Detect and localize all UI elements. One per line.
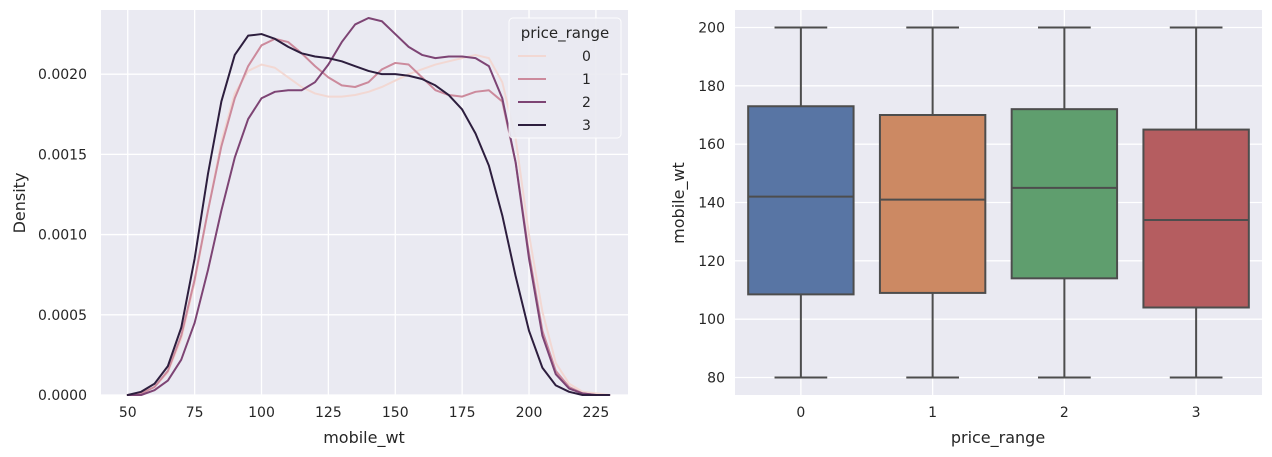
kde-series — [126, 17, 611, 396]
box-y-ticks: 80 100 120 140 160 180 200 — [698, 21, 725, 387]
box-3 — [1142, 26, 1250, 379]
legend-title: price_range — [521, 24, 609, 43]
box-1 — [878, 26, 987, 379]
kde-y-tick-label: 0.0000 — [38, 388, 87, 404]
kde-x-tick-label: 150 — [382, 405, 409, 421]
box-body — [1010, 108, 1119, 280]
kde-x-tick-label: 175 — [449, 405, 476, 421]
box-y-tick-label: 160 — [698, 137, 725, 153]
kde-x-axis-label: mobile_wt — [323, 428, 405, 448]
box-series — [747, 26, 1250, 379]
box-y-tick-label: 200 — [698, 21, 725, 37]
box-y-tick-label: 140 — [698, 196, 725, 212]
kde-legend: price_range 0 1 2 3 — [508, 17, 622, 139]
kde-x-ticks: 50 75 100 125 150 175 200 225 — [119, 405, 609, 421]
box-0 — [747, 26, 855, 379]
legend-items: 0 1 2 3 — [518, 49, 591, 134]
legend-label-3: 3 — [582, 118, 591, 134]
legend-label-1: 1 — [582, 72, 591, 88]
box-2 — [1010, 26, 1119, 379]
box-x-tick-label: 2 — [1060, 405, 1069, 421]
legend-label-0: 0 — [582, 49, 591, 65]
box-body — [747, 105, 855, 296]
box-y-tick-label: 180 — [698, 79, 725, 95]
box-y-tick-label: 100 — [698, 312, 725, 328]
kde-x-tick-label: 100 — [248, 405, 275, 421]
kde-y-tick-label: 0.0015 — [38, 147, 87, 163]
box-y-tick-label: 80 — [707, 371, 725, 387]
kde-line-series-2 — [126, 17, 611, 396]
box-x-tick-label: 0 — [796, 405, 805, 421]
kde-y-ticks: 0.0000 0.0005 0.0010 0.0015 0.0020 — [38, 67, 87, 404]
kde-x-tick-label: 200 — [516, 405, 543, 421]
kde-y-tick-label: 0.0010 — [38, 228, 87, 244]
kde-x-tick-label: 75 — [186, 405, 204, 421]
legend-label-2: 2 — [582, 95, 591, 111]
box-body — [878, 114, 987, 294]
kde-y-axis-label: Density — [10, 173, 29, 234]
kde-line-series-3 — [126, 33, 611, 396]
kde-x-tick-label: 225 — [583, 405, 610, 421]
box-x-axis-label: price_range — [951, 428, 1045, 448]
kde-y-tick-label: 0.0005 — [38, 308, 87, 324]
box-y-tick-label: 120 — [698, 254, 725, 270]
box-x-ticks: 0 1 2 3 — [796, 405, 1200, 421]
kde-chart: 50 75 100 125 150 175 200 225 0.0000 0.0005 0.001… — [10, 10, 628, 448]
box-y-axis-label: mobile_wt — [669, 162, 689, 244]
box-x-tick-label: 3 — [1192, 405, 1201, 421]
kde-y-tick-label: 0.0020 — [38, 67, 87, 83]
kde-x-tick-label: 125 — [315, 405, 342, 421]
kde-x-tick-label: 50 — [119, 405, 137, 421]
box-chart: 0 1 2 3 80 100 120 140 160 180 200 price_range mo… — [669, 10, 1262, 448]
box-x-tick-label: 1 — [928, 405, 937, 421]
legend-frame — [508, 17, 622, 139]
box-body — [1142, 128, 1250, 309]
